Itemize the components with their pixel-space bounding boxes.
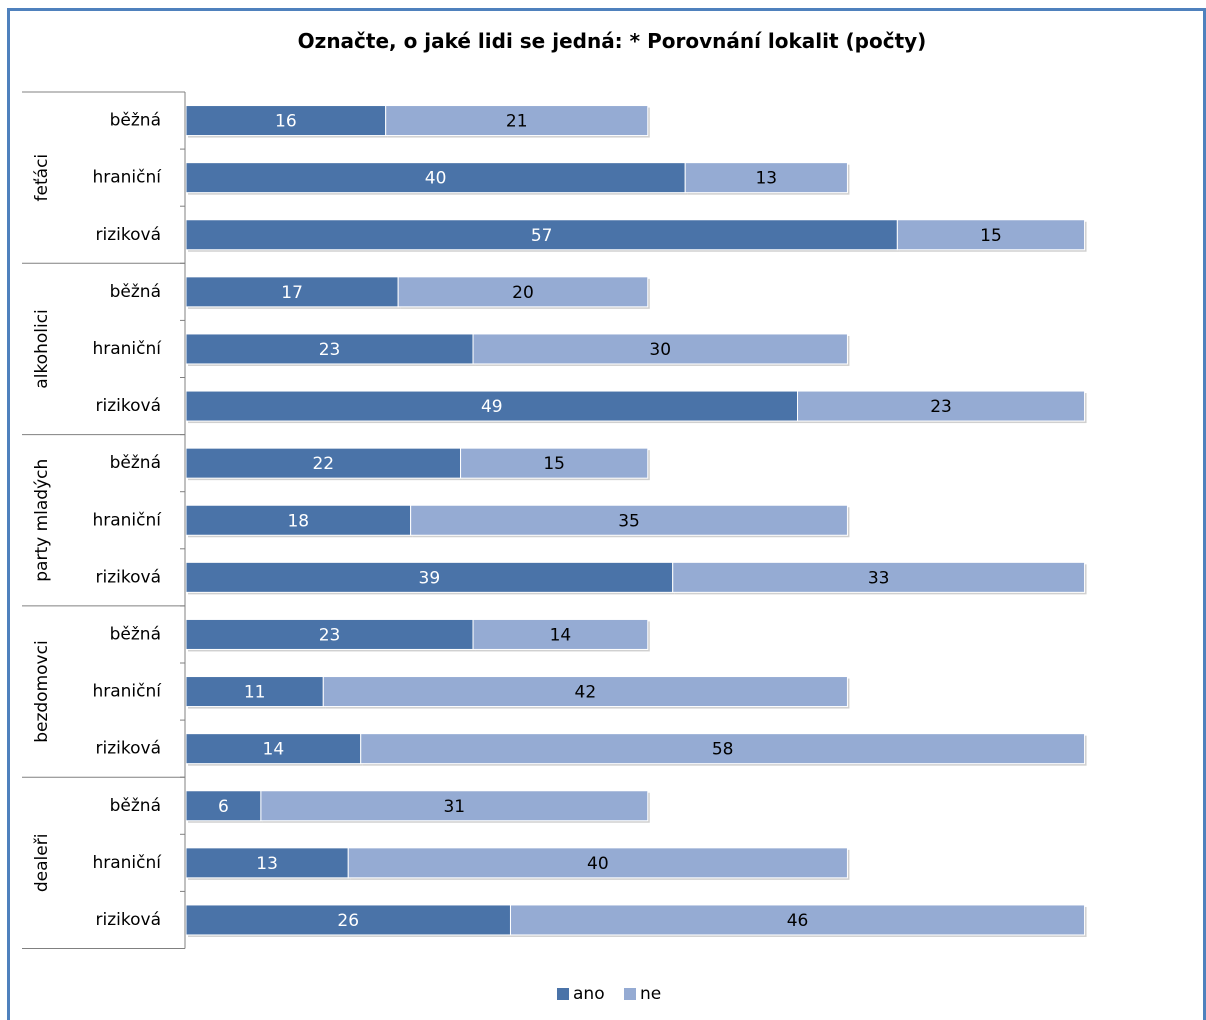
bar-ne bbox=[896, 219, 1086, 251]
data-label: 23 bbox=[930, 397, 952, 417]
category-label: hraniční bbox=[92, 510, 162, 530]
category-label: běžná bbox=[110, 796, 161, 816]
category-label: běžná bbox=[110, 453, 161, 473]
legend-swatch-ano bbox=[557, 988, 569, 1000]
bar-ne bbox=[797, 390, 1086, 422]
bar-ano bbox=[185, 504, 412, 536]
category-label: běžná bbox=[110, 624, 161, 644]
legend: ano ne bbox=[557, 984, 661, 1004]
group-label: alkoholici bbox=[32, 309, 52, 388]
bar-ano bbox=[185, 733, 362, 765]
bar-ano bbox=[185, 390, 799, 422]
category-label: hraniční bbox=[92, 339, 162, 359]
data-label: 31 bbox=[443, 797, 465, 817]
data-label: 30 bbox=[649, 340, 671, 360]
bar-ne bbox=[472, 333, 848, 365]
category-label: běžná bbox=[110, 111, 161, 131]
category-label: hraniční bbox=[92, 853, 162, 873]
bar-ne bbox=[509, 904, 1086, 936]
bar-ne bbox=[385, 105, 649, 137]
data-label: 20 bbox=[512, 283, 534, 303]
data-label: 16 bbox=[275, 112, 297, 132]
legend-label-ano: ano bbox=[573, 984, 605, 1004]
bar-ano bbox=[185, 790, 262, 822]
bar-ne bbox=[472, 618, 649, 650]
bars: 16 21 40 13 57 15 17 20 23 30 49 23 22 15 18 35 39 33 23 14… bbox=[185, 105, 1087, 937]
data-label: 13 bbox=[256, 854, 278, 874]
data-label: 23 bbox=[319, 625, 341, 645]
bar-ne bbox=[347, 847, 848, 879]
bar-ne bbox=[360, 733, 1086, 765]
data-label: 6 bbox=[218, 797, 229, 817]
bar-ano bbox=[185, 904, 511, 936]
bar-ano bbox=[185, 276, 399, 308]
category-label: riziková bbox=[96, 396, 161, 416]
bar-ano bbox=[185, 447, 462, 479]
bar-ne bbox=[397, 276, 649, 308]
bar-ne bbox=[672, 561, 1086, 593]
data-label: 18 bbox=[287, 511, 309, 531]
data-label: 17 bbox=[281, 283, 303, 303]
category-label: riziková bbox=[96, 739, 161, 759]
data-label: 58 bbox=[712, 740, 734, 760]
category-label: hraniční bbox=[92, 168, 162, 188]
bar-ano bbox=[185, 219, 898, 251]
data-label: 13 bbox=[755, 169, 777, 189]
data-label: 57 bbox=[531, 226, 553, 246]
data-label: 33 bbox=[868, 568, 890, 588]
data-label: 35 bbox=[618, 511, 640, 531]
data-label: 40 bbox=[425, 169, 447, 189]
bar-ne bbox=[460, 447, 649, 479]
category-label: hraniční bbox=[92, 682, 162, 702]
category-axis: feťáci běžná hraniční riziková alkoholici běž… bbox=[22, 91, 186, 949]
data-label: 15 bbox=[543, 454, 565, 474]
bar-ne bbox=[410, 504, 848, 536]
data-label: 49 bbox=[481, 397, 503, 417]
data-label: 14 bbox=[550, 625, 572, 645]
data-label: 21 bbox=[506, 112, 528, 132]
data-label: 40 bbox=[587, 854, 609, 874]
data-label: 42 bbox=[575, 683, 597, 703]
group-label: party mladých bbox=[32, 459, 52, 582]
bar-ano bbox=[185, 333, 474, 365]
group-label: bezdomovci bbox=[32, 640, 52, 742]
data-label: 26 bbox=[337, 911, 359, 931]
category-label: riziková bbox=[96, 567, 161, 587]
bar-ano bbox=[185, 561, 674, 593]
legend-swatch-ne bbox=[624, 988, 636, 1000]
category-label: riziková bbox=[96, 910, 161, 930]
data-label: 22 bbox=[312, 454, 334, 474]
bar-ne bbox=[684, 162, 848, 194]
group-label: dealeři bbox=[32, 834, 52, 893]
category-label: běžná bbox=[110, 282, 161, 302]
category-label: riziková bbox=[96, 225, 161, 245]
data-label: 23 bbox=[319, 340, 341, 360]
chart-title: Označte, o jaké lidi se jedná: * Porovná… bbox=[298, 29, 927, 53]
bar-ne bbox=[322, 676, 848, 708]
bar-ne bbox=[260, 790, 649, 822]
data-label: 11 bbox=[244, 683, 266, 703]
bar-ano bbox=[185, 847, 349, 879]
data-label: 39 bbox=[419, 568, 441, 588]
legend-label-ne: ne bbox=[640, 984, 661, 1004]
bar-ano bbox=[185, 162, 686, 194]
data-label: 14 bbox=[263, 740, 285, 760]
bar-ano bbox=[185, 676, 324, 708]
data-label: 15 bbox=[980, 226, 1002, 246]
data-label: 46 bbox=[787, 911, 809, 931]
group-label: feťáci bbox=[32, 154, 52, 202]
